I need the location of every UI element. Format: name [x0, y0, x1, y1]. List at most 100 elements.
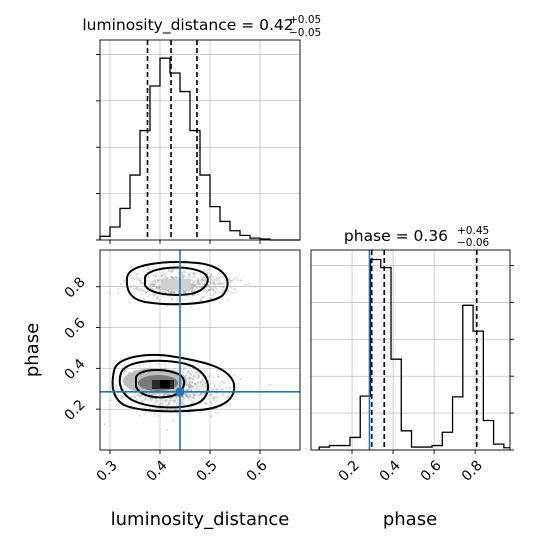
joint-sample-point — [234, 288, 237, 291]
joint-sample-point — [202, 269, 205, 272]
joint-sample-point — [210, 297, 213, 300]
joint-sample-point — [173, 367, 176, 370]
joint-sample-point — [216, 369, 219, 372]
joint-sample-point — [166, 393, 169, 397]
joint-sample-point — [188, 273, 192, 276]
joint-sample-point — [199, 297, 202, 300]
joint-sample-point — [222, 394, 225, 397]
joint-sample-point — [180, 277, 183, 280]
joint-sample-point — [152, 275, 155, 278]
joint-sample-point — [215, 290, 218, 293]
joint-sample-point — [197, 374, 200, 377]
joint-sample-point — [189, 384, 192, 387]
joint-sample-point — [163, 273, 166, 276]
joint-sample-point — [150, 399, 153, 402]
joint-sample-point — [185, 374, 188, 377]
joint-sample-point — [167, 393, 170, 396]
joint-sample-point — [155, 283, 158, 286]
joint-sample-point — [185, 395, 188, 398]
joint-sample-point — [247, 282, 250, 285]
joint-grid — [100, 250, 300, 450]
joint-sample-point — [158, 299, 161, 302]
joint-sample-point — [151, 399, 154, 402]
joint-sample-point — [203, 275, 206, 278]
joint-sample-point — [129, 285, 132, 289]
joint-sample-point — [182, 276, 185, 279]
joint-sample-point — [210, 282, 213, 285]
joint-sample-point — [202, 279, 205, 282]
joint-sample-point — [173, 276, 176, 279]
joint-sample-point — [215, 389, 218, 392]
joint-sample-point — [200, 396, 204, 399]
joint-sample-point — [189, 374, 192, 377]
joint-sample-point — [143, 414, 146, 417]
joint-sample-point — [195, 375, 198, 378]
joint-sample-point — [212, 284, 215, 287]
joint-sample-point — [213, 385, 216, 388]
joint-sample-point — [192, 400, 195, 403]
joint-sample-point — [192, 385, 195, 388]
joint-sample-point — [200, 279, 203, 282]
joint-sample-point — [173, 291, 176, 295]
joint-sample-point — [196, 277, 199, 280]
joint-sample-point — [198, 286, 201, 289]
joint-sample-point — [167, 290, 170, 293]
joint-sample-point — [164, 392, 167, 396]
joint-sample-point — [170, 290, 173, 293]
joint-sample-point — [103, 423, 106, 426]
joint-sample-point — [195, 393, 198, 396]
joint-sample-point — [124, 370, 127, 373]
joint-sample-point — [237, 382, 240, 385]
joint-sample-point — [215, 399, 218, 402]
joint-sample-point — [152, 294, 155, 297]
joint-sample-point — [158, 284, 161, 287]
joint-sample-point — [168, 270, 171, 273]
joint-sample-point — [152, 284, 155, 287]
joint-sample-point — [171, 291, 174, 294]
joint-sample-point — [199, 283, 202, 286]
joint-sample-point — [166, 404, 169, 407]
joint-sample-point — [170, 275, 173, 278]
joint-sample-point — [190, 381, 193, 384]
joint-sample-point — [152, 293, 155, 296]
joint-sample-point — [167, 290, 170, 293]
joint-sample-point — [170, 398, 173, 402]
joint-sample-point — [174, 292, 178, 295]
joint-sample-point — [189, 406, 192, 409]
joint-sample-point — [197, 282, 200, 285]
joint-sample-point — [236, 387, 239, 391]
joint-sample-point — [189, 386, 192, 389]
joint-sample-point — [157, 278, 160, 281]
joint-sample-point — [148, 293, 151, 296]
joint-sample-point — [196, 279, 199, 282]
joint-sample-point — [203, 282, 206, 285]
joint-sample-point — [158, 403, 161, 407]
upper-mode-contour-outer — [125, 261, 229, 306]
joint-sample-point — [212, 281, 215, 285]
joint-sample-point — [196, 384, 199, 387]
joint-sample-point — [146, 398, 149, 401]
joint-sample-point — [170, 269, 173, 272]
joint-sample-point — [229, 285, 232, 289]
joint-sample-point — [181, 370, 184, 373]
joint-sample-point — [117, 291, 120, 295]
joint-sample-point — [156, 399, 159, 402]
joint-sample-point — [189, 380, 192, 383]
phase-hist-xtick-label: 0.2 — [336, 458, 363, 485]
phase-hist-xtick-label: 0.8 — [459, 458, 486, 485]
joint-sample-point — [214, 286, 217, 289]
joint-sample-point — [200, 277, 203, 280]
joint-sample-point — [174, 408, 178, 411]
joint-sample-point — [207, 289, 210, 292]
joint-sample-point — [225, 404, 228, 407]
joint-sample-point — [190, 389, 193, 392]
joint-sample-point — [175, 276, 178, 279]
joint-sample-point — [190, 290, 193, 293]
joint-sample-point — [171, 269, 174, 272]
joint-sample-point — [213, 396, 216, 399]
joint-sample-point — [227, 299, 230, 302]
joint-xtick-label: 0.4 — [144, 458, 171, 485]
joint-sample-point — [117, 288, 120, 291]
joint-sample-point — [164, 393, 167, 396]
joint-sample-point — [220, 282, 223, 285]
